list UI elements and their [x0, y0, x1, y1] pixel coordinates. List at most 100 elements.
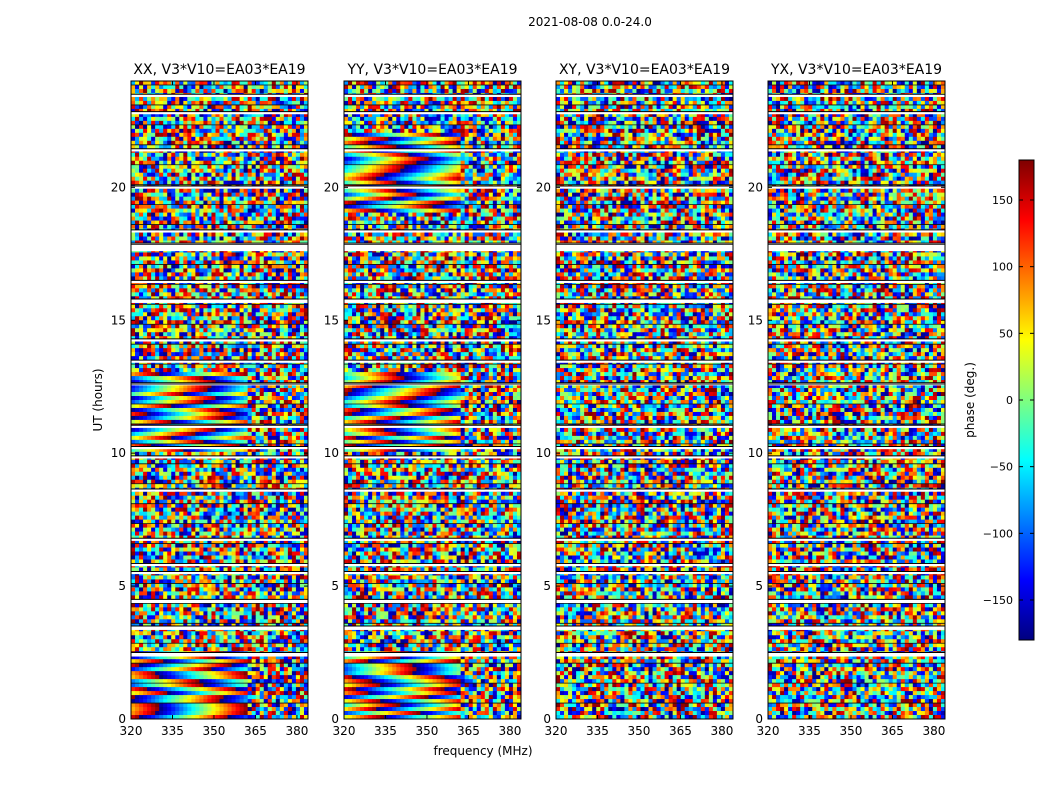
heatmap-cell: [255, 276, 261, 281]
heatmap-cell: [295, 364, 301, 369]
heatmap-cell: [283, 292, 289, 297]
heatmap-cell: [227, 435, 233, 441]
heatmap-cell: [239, 384, 245, 389]
heatmap-cell: [175, 527, 180, 533]
heatmap-cell: [235, 396, 241, 401]
heatmap-cell: [299, 260, 305, 265]
heatmap-cell: [275, 232, 281, 238]
heatmap-cell: [255, 427, 261, 433]
heatmap-cell: [179, 264, 184, 269]
heatmap-cell: [283, 256, 289, 261]
heatmap-cell: [247, 156, 253, 162]
heatmap-cell: [143, 411, 148, 417]
heatmap-cell: [291, 308, 297, 313]
heatmap-cell: [215, 100, 220, 106]
heatmap-cell: [227, 419, 233, 425]
heatmap-cell: [163, 81, 168, 86]
heatmap-cell: [251, 212, 257, 218]
heatmap-cell: [287, 88, 293, 94]
heatmap-cell: [207, 100, 212, 106]
heatmap-cell: [263, 459, 269, 465]
heatmap-cell: [139, 483, 144, 489]
heatmap-cell: [291, 176, 297, 182]
heatmap-cell: [255, 352, 261, 357]
heatmap-cell: [251, 292, 257, 297]
heatmap-cell: [139, 495, 144, 501]
heatmap-cell: [227, 403, 233, 409]
heatmap-cell: [283, 176, 289, 182]
heatmap-cell: [235, 439, 241, 445]
heatmap-cell: [251, 403, 257, 409]
heatmap-cell: [163, 435, 168, 441]
heatmap-cell: [287, 499, 293, 505]
heatmap-cell: [191, 128, 196, 134]
heatmap-cell: [215, 156, 220, 162]
heatmap-cell: [247, 220, 253, 226]
heatmap-cell: [187, 531, 192, 537]
heatmap-cell: [163, 495, 168, 501]
heatmap-cell: [243, 479, 249, 485]
heatmap-cell: [231, 288, 237, 293]
heatmap-cell: [163, 88, 168, 94]
heatmap-cell: [211, 220, 216, 226]
heatmap-cell: [223, 224, 229, 230]
heatmap-cell: [131, 507, 136, 513]
heatmap-cell: [235, 479, 241, 485]
heatmap-cell: [287, 320, 293, 325]
heatmap-cell: [251, 128, 257, 134]
heatmap-cell: [283, 81, 289, 86]
heatmap-cell: [187, 152, 192, 158]
heatmap-cell: [299, 332, 305, 337]
heatmap-cell: [195, 316, 200, 321]
heatmap-cell: [291, 208, 297, 214]
heatmap-cell: [243, 312, 249, 317]
heatmap-cell: [235, 348, 241, 353]
heatmap-cell: [223, 268, 229, 273]
heatmap-cell: [247, 400, 253, 405]
heatmap-cell: [291, 284, 297, 289]
heatmap-cell: [239, 451, 245, 457]
heatmap-cell: [179, 168, 184, 174]
heatmap-cell: [155, 328, 160, 333]
heatmap-cell: [187, 503, 192, 509]
heatmap-cell: [231, 352, 237, 357]
heatmap-cell: [215, 376, 220, 381]
heatmap-cell: [247, 507, 253, 513]
heatmap-cell: [199, 84, 204, 90]
heatmap-cell: [131, 176, 136, 182]
heatmap-cell: [175, 499, 180, 505]
heatmap-cell: [267, 308, 273, 313]
heatmap-cell: [299, 447, 305, 453]
heatmap-cell: [195, 160, 200, 166]
heatmap-cell: [263, 180, 269, 186]
heatmap-cell: [223, 403, 229, 409]
heatmap-cell: [183, 320, 188, 325]
heatmap-cell: [251, 475, 257, 481]
heatmap-cell: [243, 352, 249, 357]
heatmap-cell: [195, 120, 200, 126]
heatmap-cell: [163, 276, 168, 281]
heatmap-cell: [259, 411, 265, 417]
heatmap-cell: [223, 519, 229, 525]
heatmap-cell: [255, 104, 261, 110]
heatmap-cell: [191, 220, 196, 226]
heatmap-cell: [179, 435, 184, 441]
heatmap-cell: [147, 316, 152, 321]
heatmap-cell: [199, 411, 204, 417]
heatmap-cell: [275, 236, 281, 241]
heatmap-cell: [279, 519, 285, 525]
heatmap-cell: [131, 264, 136, 269]
heatmap-cell: [291, 376, 297, 381]
heatmap-cell: [155, 116, 160, 122]
heatmap-cell: [191, 212, 196, 218]
heatmap-cell: [303, 467, 308, 473]
heatmap-cell: [275, 164, 281, 170]
heatmap-cell: [159, 388, 164, 393]
heatmap-cell: [171, 519, 176, 525]
heatmap-cell: [167, 324, 172, 329]
heatmap-cell: [199, 136, 204, 142]
heatmap-cell: [207, 156, 212, 162]
heatmap-cell: [155, 411, 160, 417]
heatmap-cell: [255, 511, 261, 517]
